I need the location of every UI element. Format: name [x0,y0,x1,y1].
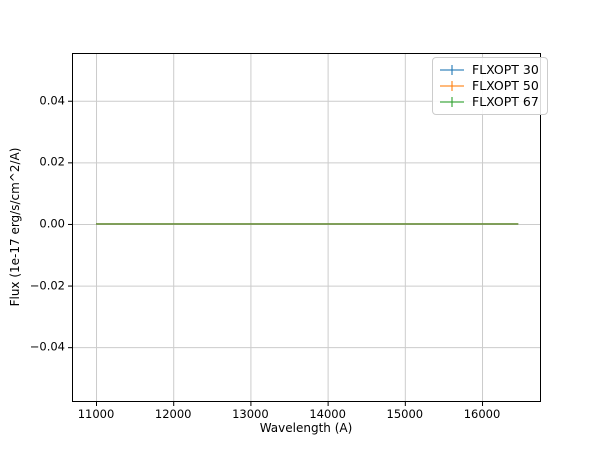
x-tick-label: 13000 [232,407,269,421]
legend-item: FLXOPT 30 [440,62,539,78]
x-axis-label: Wavelength (A) [259,421,353,435]
y-tick-label: 0.02 [39,154,65,169]
x-tick-label: 11000 [77,407,115,421]
y-tick-label: 0.04 [39,92,65,107]
errorbar-key-icon [440,95,464,109]
x-tick-label: 12000 [154,407,192,421]
legend-item: FLXOPT 67 [440,94,539,110]
y-axis-label: Flux (1e-17 erg/s/cm^2/A) [8,147,22,307]
legend-label: FLXOPT 50 [472,77,539,93]
legend: FLXOPT 30 FLXOPT 50 FLXOPT 67 [432,57,548,115]
y-tick-label: −0.04 [29,339,65,354]
legend-label: FLXOPT 30 [472,61,539,77]
legend-label: FLXOPT 67 [472,93,539,109]
x-tick-label: 14000 [309,407,346,421]
errorbar-key-icon [440,79,464,93]
axes-frame [72,53,541,402]
x-tick-label: 16000 [463,407,501,421]
legend-item: FLXOPT 50 [440,78,539,94]
x-tick-label: 15000 [386,407,424,421]
y-tick-label: 0.00 [39,216,65,231]
errorbar-key-icon [440,63,464,77]
y-tick-label: −0.02 [29,277,65,292]
